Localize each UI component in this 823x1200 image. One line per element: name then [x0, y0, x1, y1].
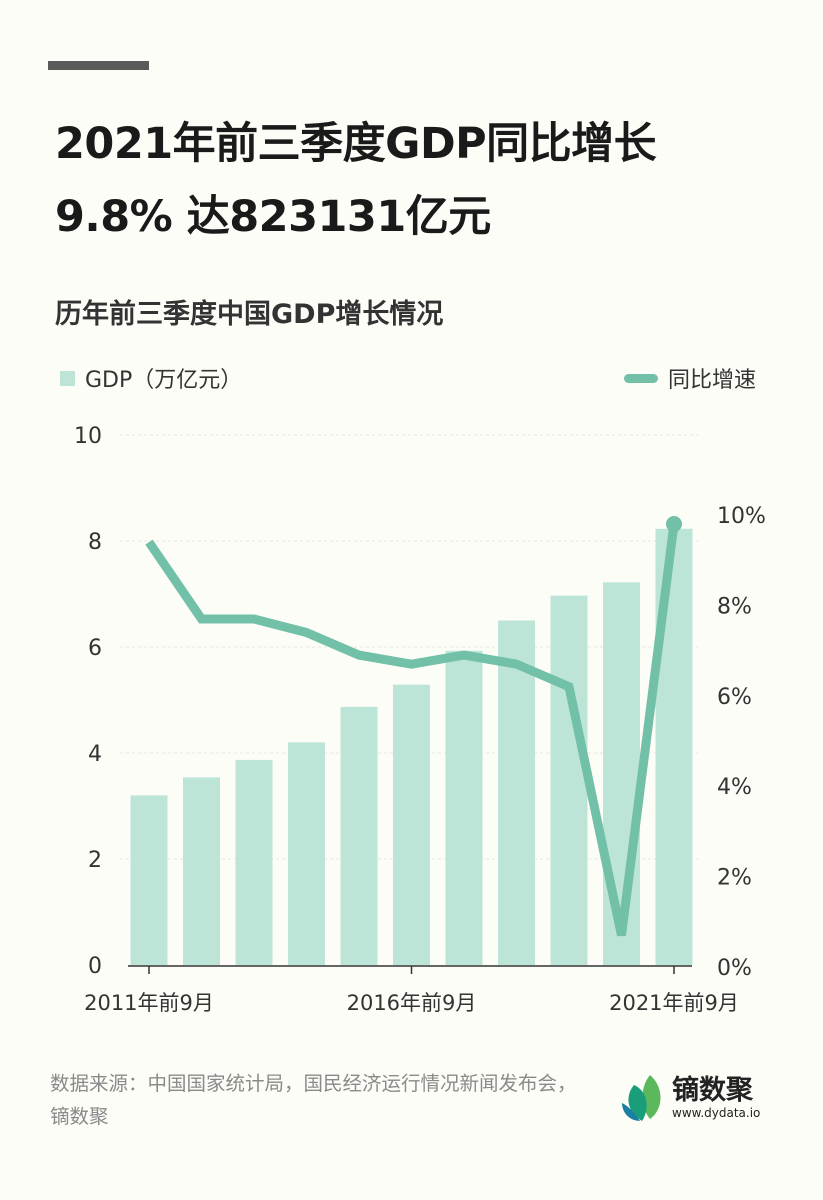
right-tick-label: 6% [717, 685, 752, 710]
left-tick-label: 4 [88, 742, 102, 767]
legend-gdp: GDP（万亿元） [60, 362, 242, 394]
left-tick-label: 2 [88, 848, 102, 873]
bar [183, 777, 220, 965]
logo-url: www.dydata.io [672, 1106, 761, 1120]
bar [288, 742, 325, 965]
left-tick-label: 8 [88, 530, 102, 555]
left-tick-label: 10 [74, 424, 102, 449]
bar [393, 684, 430, 965]
bar [130, 795, 168, 965]
data-source: 数据来源：中国国家统计局，国民经济运行情况新闻发布会，镝数聚 [50, 1072, 577, 1128]
page-title: 2021年前三季度GDP同比增长 9.8% 达823131亿元 [55, 108, 657, 254]
bar [550, 595, 588, 965]
logo-name: 镝数聚 [672, 1075, 753, 1106]
left-tick-label: 0 [88, 954, 102, 979]
growth-line [145, 523, 679, 937]
right-tick-label: 4% [717, 775, 752, 800]
right-tick-label: 0% [717, 956, 752, 981]
right-tick-label: 8% [717, 594, 752, 619]
title-line-2: 9.8% 达823131亿元 [55, 192, 491, 242]
right-tick-label: 10% [717, 504, 766, 529]
chart-title: 历年前三季度中国GDP增长情况 [55, 299, 444, 330]
left-tick-label: 6 [88, 636, 102, 661]
bar [445, 650, 483, 965]
legend-growth-label: 同比增速 [668, 368, 757, 393]
bar [340, 706, 378, 965]
legend-gdp-label: GDP（万亿元） [85, 368, 243, 393]
growth-point [666, 516, 682, 533]
legend-growth: 同比增速 [624, 362, 756, 394]
legend-line-swatch [624, 373, 658, 383]
leaf-logo-icon [622, 1075, 661, 1121]
x-tick-label: 2011年前9月 [84, 991, 214, 1015]
logo: 镝数聚 www.dydata.io [620, 1073, 760, 1123]
bar [498, 620, 535, 965]
legend-bar-swatch [60, 370, 75, 386]
title-line-1: 2021年前三季度GDP同比增长 [55, 119, 657, 169]
right-tick-label: 2% [717, 866, 752, 891]
x-tick-label: 2021年前9月 [609, 991, 739, 1015]
x-tick-label: 2016年前9月 [347, 991, 477, 1015]
bar [235, 759, 273, 965]
decorative-bar [48, 61, 149, 70]
